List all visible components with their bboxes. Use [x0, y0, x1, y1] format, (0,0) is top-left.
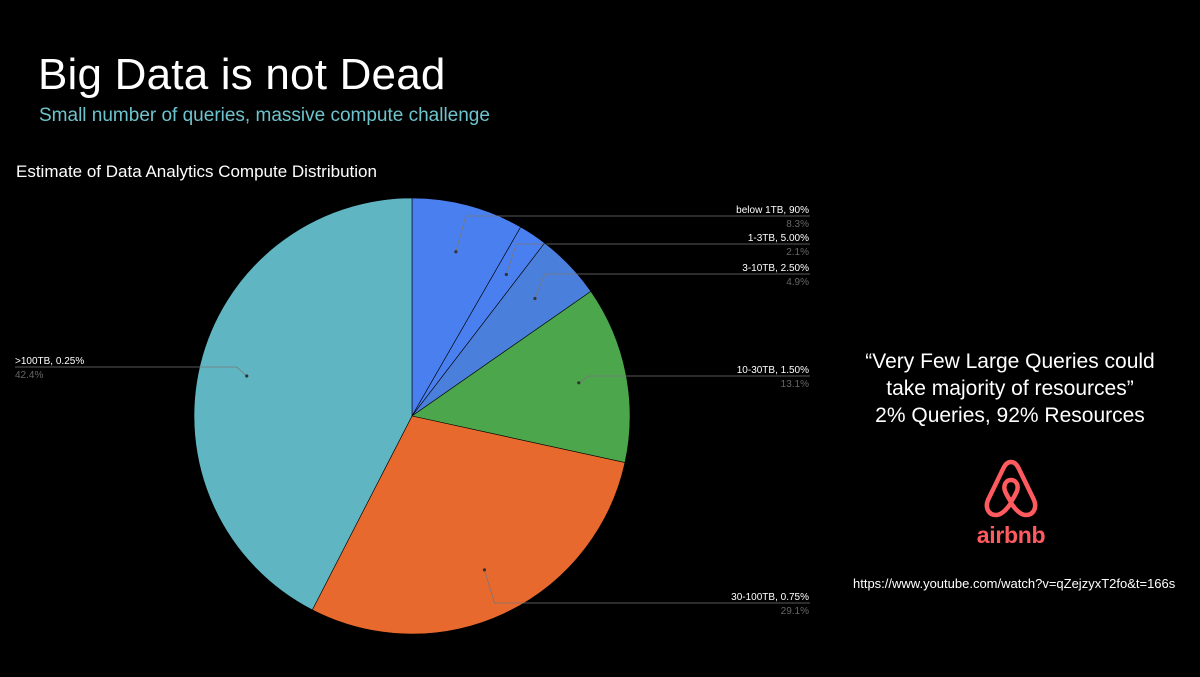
leader-dot [245, 374, 249, 378]
slice-label: 1-3TB, 5.00% [748, 233, 809, 244]
slide-title: Big Data is not Dead [38, 50, 446, 99]
slide-subtitle: Small number of queries, massive compute… [39, 105, 490, 126]
leader-dot [482, 568, 487, 572]
quote-block: “Very Few Large Queries could take major… [840, 348, 1180, 429]
pie-slice [193, 197, 413, 611]
pie-slice [311, 415, 626, 635]
pie-chart: below 1TB, 90% 8.3% 1-3TB, 5.00% 2.1% 3-10TB… [15, 197, 810, 635]
pie-slice [411, 290, 631, 463]
slice-percent-label: 13.1% [781, 379, 809, 390]
leader-dot [454, 250, 458, 254]
slice-label: 30-100TB, 0.75% [731, 592, 809, 603]
leader-line [15, 366, 247, 377]
leader-line [484, 569, 810, 604]
leader-line [455, 215, 810, 252]
slice-label: below 1TB, 90% [736, 205, 809, 216]
slice-label: 3-10TB, 2.50% [742, 263, 809, 274]
airbnb-belo-icon [984, 459, 1038, 518]
leader-dot [533, 296, 537, 301]
leader-line [534, 273, 810, 299]
quote-line: 2% Queries, 92% Resources [875, 404, 1145, 427]
leader-line [578, 375, 810, 384]
slice-percent-label: 8.3% [786, 219, 809, 230]
leader-dot [577, 381, 581, 385]
source-url[interactable]: https://www.youtube.com/watch?v=qZejzyxT… [853, 576, 1176, 591]
airbnb-logo: airbnb [966, 458, 1056, 552]
slice-percent-label: 4.9% [786, 277, 809, 288]
slice-label: 10-30TB, 1.50% [737, 365, 809, 376]
slice-percent-label: 42.4% [15, 370, 43, 381]
slice-label: >100TB, 0.25% [15, 356, 84, 367]
pie-slice [411, 197, 522, 418]
airbnb-logo-text: airbnb [976, 522, 1046, 548]
quote-line: “Very Few Large Queries could [865, 350, 1155, 373]
chart-title: Estimate of Data Analytics Compute Distr… [16, 162, 377, 181]
quote-line: take majority of resources” [886, 377, 1134, 400]
slice-percent-label: 29.1% [781, 606, 809, 617]
slice-percent-label: 2.1% [786, 247, 809, 258]
leader-line [505, 243, 810, 275]
leader-dot [504, 272, 508, 277]
